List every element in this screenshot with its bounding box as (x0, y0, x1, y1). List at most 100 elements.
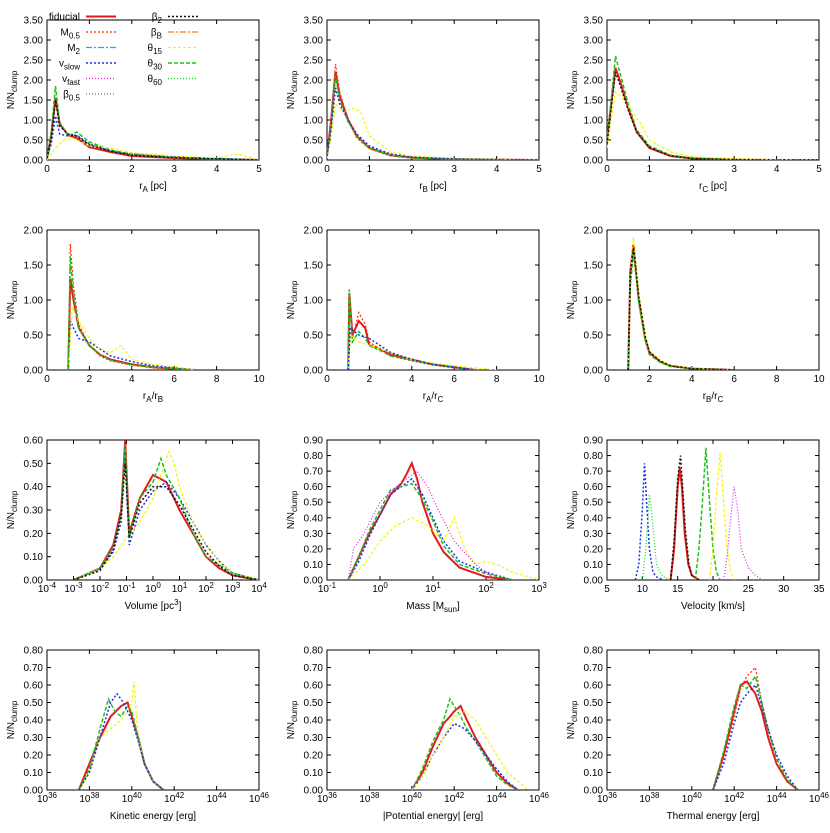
y-tick-label: 0.00 (304, 366, 324, 377)
y-tick-label: 2.00 (584, 76, 604, 87)
x-axis-label: Mass [Msun] (406, 601, 460, 614)
y-tick-label: 3.00 (24, 36, 44, 47)
y-tick-label: 0.50 (304, 698, 324, 709)
x-tick-label: 2 (129, 164, 135, 175)
y-tick-label: 0.10 (584, 560, 604, 571)
x-tick-label: 101 (425, 581, 441, 595)
legend-label: θ60 (148, 74, 163, 87)
y-tick-label: 0.00 (24, 156, 44, 167)
x-tick-label: 2 (367, 374, 373, 385)
x-tick-label: 1042 (724, 791, 745, 805)
panel-8: 0.00 0.10 0.20 0.30 0.40 0.50 0.60 0.70 0.80 0.90… (566, 436, 825, 613)
x-tick-label: 100 (372, 581, 388, 595)
x-tick-label: 1040 (122, 791, 143, 805)
x-tick-label: 30 (778, 584, 790, 595)
x-tick-label: 0 (324, 164, 330, 175)
x-tick-label: 1038 (359, 791, 380, 805)
y-tick-label: 0.50 (304, 136, 324, 147)
y-tick-label: 1.00 (24, 116, 44, 127)
series-line-θ15 (627, 236, 735, 370)
x-tick-label: 4 (409, 374, 415, 385)
series-line-θ15 (78, 681, 164, 790)
x-tick-label: 1046 (249, 791, 270, 805)
series-line-β2 (607, 71, 819, 160)
series-line-vslow (347, 326, 476, 370)
panel-7: 0.00 0.10 0.20 0.30 0.40 0.50 0.60 0.70 0.80 0.90… (286, 436, 547, 615)
y-tick-label: 0.40 (304, 716, 324, 727)
x-tick-label: 6 (451, 374, 457, 385)
plot-frame (46, 439, 260, 581)
legend-label: θ30 (148, 59, 163, 72)
x-tick-label: 4 (774, 164, 780, 175)
x-tick-label: 100 (145, 581, 161, 595)
series-line-θ30 (411, 697, 519, 790)
x-axis-label: rC [pc] (699, 181, 727, 194)
plot-frame (326, 19, 540, 161)
y-tick-label: 0.50 (304, 498, 324, 509)
series-line-fiducial (327, 71, 539, 160)
y-tick-label: 0.00 (24, 366, 44, 377)
x-tick-label: 6 (171, 374, 177, 385)
y-tick-label: 0.50 (584, 698, 604, 709)
legend-label: vslow (59, 59, 80, 72)
x-tick-label: 4 (214, 164, 220, 175)
y-tick-label: 1.00 (584, 296, 604, 307)
series-line-fiducial (67, 278, 196, 370)
y-tick-label: 1.00 (24, 296, 44, 307)
y-tick-label: 0.00 (584, 786, 604, 797)
x-tick-label: 6 (731, 374, 737, 385)
y-tick-label: 0.40 (584, 513, 604, 524)
y-tick-label: 0.60 (24, 436, 44, 447)
legend-label: M2 (67, 43, 80, 56)
series-line-θ30 (73, 444, 259, 580)
x-tick-label: 3 (171, 164, 177, 175)
x-axis-label: rA/rC (423, 391, 444, 404)
x-tick-label: 0 (44, 374, 50, 385)
x-tick-label: 2 (689, 164, 695, 175)
plot-frame (326, 649, 540, 791)
x-tick-label: 4 (129, 374, 135, 385)
x-tick-label: 1036 (317, 791, 338, 805)
series-line-β2 (47, 99, 259, 160)
series-line-fiducial (607, 67, 819, 160)
x-tick-label: 10-3 (64, 581, 83, 595)
y-tick-label: 0.10 (304, 768, 324, 779)
y-tick-label: 0.90 (304, 436, 324, 447)
x-tick-label: 101 (172, 581, 188, 595)
x-tick-label: 5 (816, 164, 822, 175)
panel-4: 0.00 0.50 1.00 1.50 2.00 0 2 4 6 8 10 rA/rC N/Nclump (286, 226, 545, 405)
y-tick-label: 3.00 (304, 36, 324, 47)
y-tick-label: 0.70 (584, 663, 604, 674)
y-tick-label: 0.00 (584, 366, 604, 377)
series-line-θ30 (78, 696, 165, 790)
series-line-vfast (723, 486, 763, 580)
panel-5: 0.00 0.50 1.00 1.50 2.00 0 2 4 6 8 10 rB/rC N/Nclump (566, 226, 825, 405)
series-line-θ15 (73, 450, 259, 580)
legend-label: β0.5 (63, 90, 80, 103)
x-tick-label: 5 (536, 164, 542, 175)
series-line-vslow (327, 87, 539, 160)
y-tick-label: 0.00 (24, 786, 44, 797)
series-line-vslow (347, 477, 513, 580)
y-tick-label: 0.00 (304, 156, 324, 167)
y-tick-label: 0.60 (24, 681, 44, 692)
y-axis-label: N/Nclump (566, 70, 579, 109)
y-tick-label: 0.70 (304, 467, 324, 478)
y-tick-label: 0.20 (584, 544, 604, 555)
y-tick-label: 0.60 (304, 681, 324, 692)
y-tick-label: 0.20 (24, 751, 44, 762)
x-tick-label: 2 (87, 374, 93, 385)
x-tick-label: 4 (494, 164, 500, 175)
series-line-θ30 (67, 257, 196, 370)
series-line-M0.5 (327, 63, 539, 160)
series-line-θ30 (327, 75, 539, 160)
y-tick-label: 2.00 (24, 76, 44, 87)
x-tick-label: 1 (367, 164, 373, 175)
legend-label: β2 (152, 12, 163, 25)
x-tick-label: 1044 (487, 791, 508, 805)
panel-10: 0.00 0.10 0.20 0.30 0.40 0.50 0.60 0.70 0.80 1036… (286, 646, 550, 823)
x-tick-label: 8 (214, 374, 220, 385)
y-axis-label: N/Nclump (286, 700, 299, 739)
x-tick-label: 0 (324, 374, 330, 385)
